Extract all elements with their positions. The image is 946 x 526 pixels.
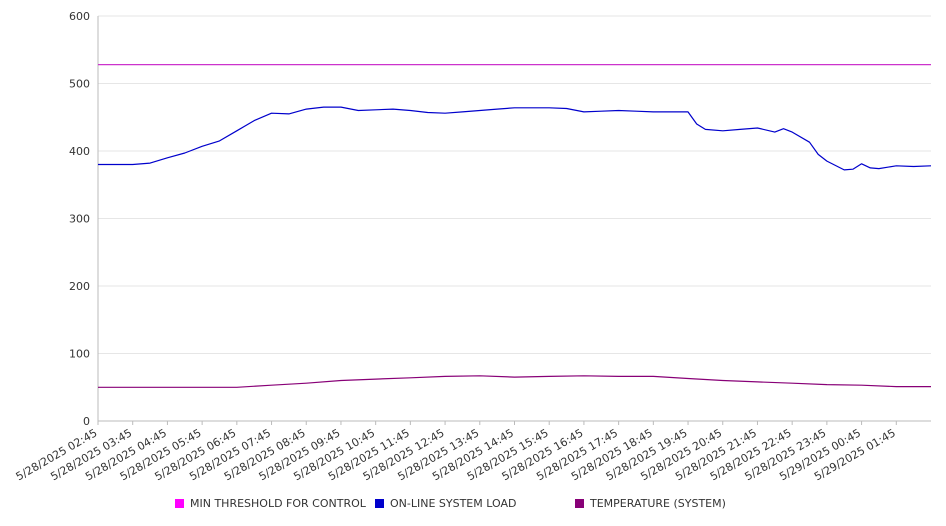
legend-item-online-system-load[interactable]: ON-LINE SYSTEM LOAD <box>375 497 516 510</box>
x-axis-tick-labels: 5/28/2025 02:455/28/2025 03:455/28/2025 … <box>14 426 898 483</box>
y-tick-label: 0 <box>83 415 90 428</box>
legend-label-min-threshold: MIN THRESHOLD FOR CONTROL <box>190 497 366 510</box>
legend-item-temperature-system[interactable]: TEMPERATURE (SYSTEM) <box>575 497 726 510</box>
legend: MIN THRESHOLD FOR CONTROL ON-LINE SYSTEM… <box>0 497 946 515</box>
axes <box>97 16 931 425</box>
y-tick-label: 100 <box>69 348 90 361</box>
temperature-system-line <box>98 375 931 388</box>
legend-label-online-system-load: ON-LINE SYSTEM LOAD <box>390 497 517 510</box>
legend-swatch-temperature-system <box>575 499 584 508</box>
y-tick-label: 300 <box>69 213 90 226</box>
legend-item-min-threshold[interactable]: MIN THRESHOLD FOR CONTROL <box>175 497 366 510</box>
legend-swatch-min-threshold <box>175 499 184 508</box>
line-chart: 0 100 200 300 400 500 600 5/28/2025 02:455/28/… <box>14 10 932 483</box>
legend-label-temperature-system: TEMPERATURE (SYSTEM) <box>590 497 726 510</box>
online-system-load-line <box>98 106 932 171</box>
grid-lines <box>98 15 931 422</box>
legend-swatch-online-system-load <box>375 499 384 508</box>
y-tick-label: 400 <box>69 145 90 158</box>
y-axis-tick-labels: 0 100 200 300 400 500 600 <box>69 10 90 428</box>
y-tick-label: 600 <box>69 10 90 23</box>
y-tick-label: 500 <box>69 78 90 91</box>
y-tick-label: 200 <box>69 280 90 293</box>
series-lines <box>98 63 932 388</box>
